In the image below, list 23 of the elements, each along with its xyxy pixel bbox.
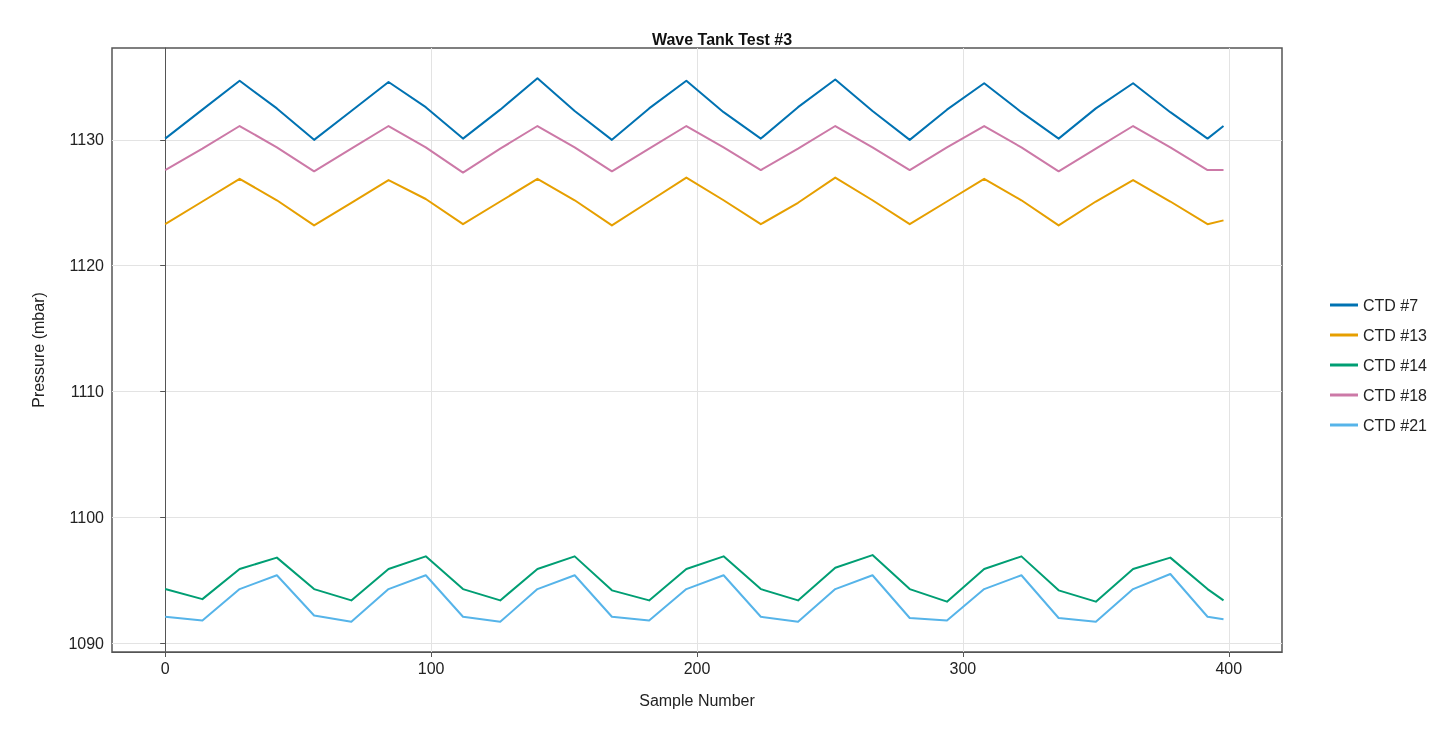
legend-label: CTD #7 [1362,296,1419,314]
legend-label: CTD #13 [1362,326,1428,344]
x-axis-title: Sample Number [639,691,756,709]
line-series [164,176,1225,227]
legend-label: CTD #21 [1362,416,1428,434]
x-tick-label: 300 [949,659,977,677]
line-series [164,572,1225,623]
y-tick-label: 1100 [69,508,105,526]
y-tick-label: 1090 [68,634,105,652]
y-tick-label: 1120 [69,257,105,275]
line-series [164,77,1225,141]
legend-label: CTD #14 [1362,356,1428,374]
legend-label: CTD #18 [1362,386,1428,404]
y-tick-label: 1110 [70,383,105,401]
x-tick-label: 100 [417,659,445,677]
line-series [164,125,1225,174]
y-axis-title: Pressure (mbar) [29,292,47,408]
x-tick-label: 0 [160,659,170,677]
x-tick-label: 400 [1215,659,1243,677]
chart-title: Wave Tank Test #3 [651,30,793,48]
y-tick-label: 1130 [69,131,105,149]
line-series [164,554,1225,603]
x-tick-label: 200 [683,659,711,677]
